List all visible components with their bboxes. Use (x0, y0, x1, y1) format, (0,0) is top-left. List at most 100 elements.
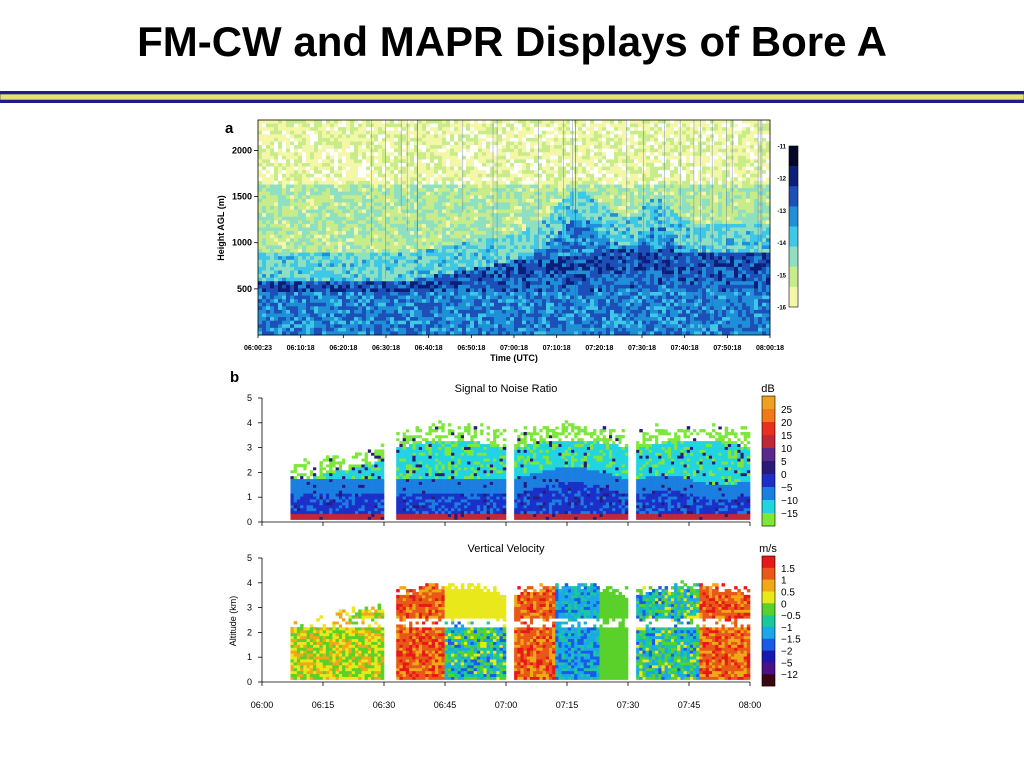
radar-cell (446, 163, 451, 167)
radar-cell (354, 284, 359, 289)
radar-cell (306, 299, 311, 304)
radar-cell (374, 327, 379, 332)
radar-cell (370, 317, 375, 322)
radar-cell (318, 155, 323, 160)
radar-cell (494, 152, 499, 157)
radar-cell (526, 145, 531, 150)
radar-cell (406, 245, 411, 250)
radar-cell (354, 216, 359, 221)
radar-cell (338, 141, 343, 146)
radar-cell (310, 191, 315, 196)
radar-cell (550, 266, 555, 271)
radar-cell (310, 277, 315, 282)
radar-cell (582, 130, 587, 135)
radar-cell (526, 220, 531, 225)
radar-cell (326, 277, 331, 282)
radar-cell (526, 166, 531, 171)
radar-cell (586, 223, 591, 228)
radar-cell (398, 120, 403, 124)
radar-cell (402, 259, 407, 264)
radar-cell (434, 145, 439, 150)
radar-cell (426, 123, 431, 128)
radar-cell (478, 263, 483, 268)
radar-cell (578, 245, 583, 250)
radar-cell (318, 173, 323, 178)
radar-cell (334, 188, 339, 193)
radar-cell (518, 306, 523, 311)
radar-cell (378, 259, 383, 264)
radar-cell (530, 195, 535, 200)
radar-cell (510, 320, 515, 325)
radar-cell (442, 180, 447, 185)
radar-cell (378, 306, 383, 311)
radar-cell (338, 170, 343, 175)
radar-cell (458, 141, 463, 146)
radar-cell (478, 238, 483, 243)
radar-cell (374, 145, 379, 150)
radar-cell (454, 306, 459, 311)
radar-cell (270, 130, 275, 135)
radar-cell (378, 317, 383, 322)
radar-cell (510, 302, 515, 307)
radar-cell (286, 130, 291, 135)
radar-cell (514, 327, 519, 332)
radar-cell (310, 223, 315, 228)
radar-cell (442, 127, 447, 132)
radar-cell (266, 284, 271, 289)
radar-cell (322, 155, 327, 160)
radar-cell (558, 327, 563, 332)
radar-cell (574, 202, 579, 207)
radar-cell (290, 206, 295, 210)
radar-cell (514, 155, 519, 160)
radar-cell (474, 120, 479, 124)
radar-cell (402, 213, 407, 218)
radar-cell (490, 317, 495, 322)
radar-cell (326, 188, 331, 193)
radar-cell (586, 188, 591, 193)
radar-cell (486, 288, 491, 293)
radar-cell (538, 123, 543, 128)
radar-cell (514, 180, 519, 185)
radar-cell (362, 324, 367, 329)
radar-cell (342, 270, 347, 275)
radar-cell (478, 241, 483, 246)
radar-cell (286, 256, 291, 261)
radar-cell (430, 284, 435, 289)
radar-cell (406, 195, 411, 200)
radar-cell (474, 152, 479, 157)
radar-cell (438, 120, 443, 124)
radar-cell (322, 223, 327, 228)
radar-cell (366, 188, 371, 193)
radar-cell (382, 266, 387, 271)
radar-cell (266, 249, 271, 253)
radar-cell (422, 245, 427, 250)
radar-cell (510, 245, 515, 250)
radar-cell (318, 216, 323, 221)
radar-cell (274, 195, 279, 200)
radar-cell (514, 309, 519, 314)
radar-cell (578, 277, 583, 282)
radar-cell (474, 184, 479, 189)
radar-cell (478, 180, 483, 185)
radar-cell (526, 238, 531, 243)
radar-cell (430, 180, 435, 185)
radar-cell (362, 206, 367, 210)
radar-cell (262, 245, 267, 250)
radar-cell (538, 277, 543, 282)
radar-cell (486, 320, 491, 325)
radar-cell (510, 216, 515, 221)
radar-cell (370, 266, 375, 271)
radar-cell (458, 123, 463, 128)
radar-cell (570, 263, 575, 268)
radar-cell (486, 263, 491, 268)
radar-cell (434, 166, 439, 171)
radar-cell (314, 320, 319, 325)
radar-cell (386, 180, 391, 185)
radar-cell (350, 252, 355, 257)
radar-cell (410, 163, 415, 167)
radar-cell (558, 130, 563, 135)
radar-cell (334, 241, 339, 246)
radar-cell (326, 306, 331, 311)
radar-cell (574, 227, 579, 232)
radar-cell (442, 188, 447, 193)
